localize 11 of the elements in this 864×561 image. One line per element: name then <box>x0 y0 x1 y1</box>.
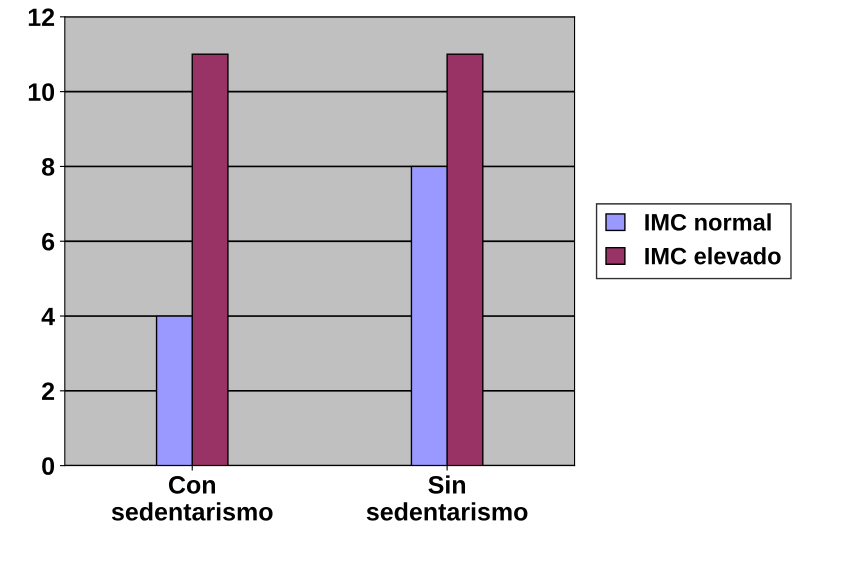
y-tick-label: 0 <box>42 457 54 475</box>
y-tick-label: 12 <box>28 8 54 26</box>
legend-label: IMC normal <box>645 213 771 231</box>
x-tick-label: Sin sedentarismo <box>366 475 528 521</box>
y-tick-label: 8 <box>42 158 54 176</box>
y-tick-label: 4 <box>42 308 55 326</box>
y-tick-label: 10 <box>28 83 54 101</box>
y-tick-label: 2 <box>42 382 54 400</box>
y-tick-label: 6 <box>42 232 54 251</box>
legend-label: IMC elevado <box>645 247 781 264</box>
x-tick-label: Con sedentarismo <box>112 476 273 521</box>
